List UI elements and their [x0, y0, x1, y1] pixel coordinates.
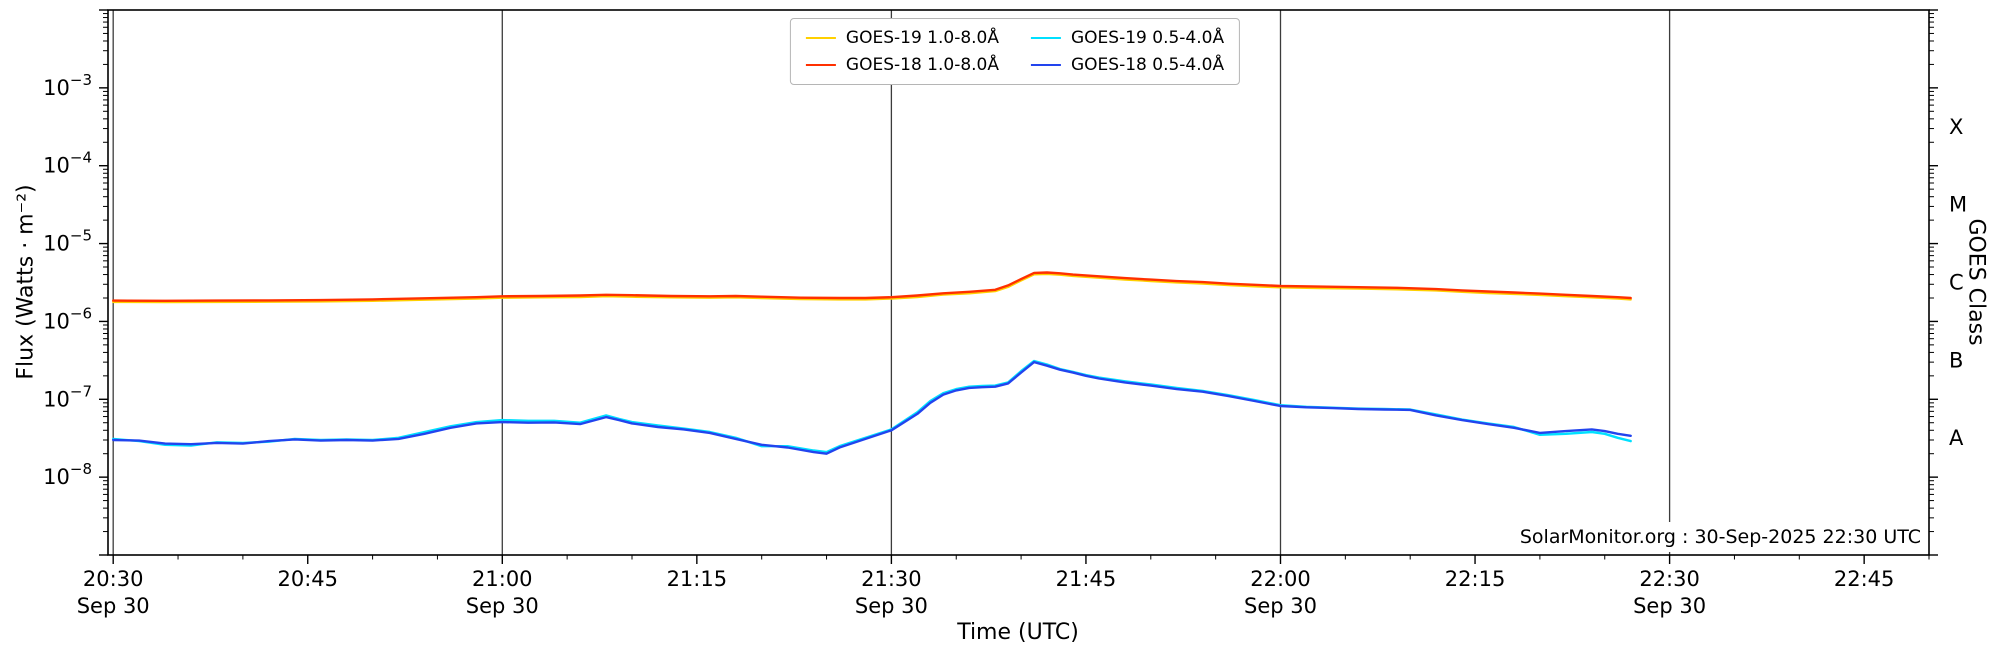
- legend: GOES-19 1.0-8.0Å GOES-18 1.0-8.0Å GOES-19 …: [789, 18, 1241, 85]
- x-tick-label: 21:30: [861, 567, 922, 591]
- legend-label: GOES-19 0.5-4.0Å: [1071, 28, 1225, 48]
- series-line-goes-19-0-5-4-0-: [111, 359, 1632, 454]
- x-date-label: Sep 30: [77, 594, 150, 618]
- legend-item: GOES-19 0.5-4.0Å: [1031, 28, 1224, 48]
- legend-line-swatch: [805, 36, 836, 40]
- x-date-label: Sep 30: [1244, 594, 1317, 618]
- x-tick-label: 22:00: [1250, 567, 1311, 591]
- legend-label: GOES-19 1.0-8.0Å: [845, 28, 999, 48]
- legend-item: GOES-19 1.0-8.0Å: [805, 28, 999, 48]
- goes-class-label-m: M: [1949, 193, 1967, 217]
- watermark-box: [1513, 522, 1927, 552]
- y-tick-label: 10−7: [43, 382, 92, 411]
- legend-line-swatch: [1031, 36, 1061, 40]
- series-line-goes-19-1-0-8-0-: [111, 272, 1632, 304]
- legend-label: GOES-18 0.5-4.0Å: [1071, 55, 1225, 75]
- x-tick-label: 20:30: [83, 567, 144, 591]
- watermark-text: SolarMonitor.org : 30-Sep-2025 22:30 UTC: [1520, 526, 1921, 548]
- x-tick-label: 21:15: [667, 567, 728, 591]
- y-tick-label: 10−8: [43, 460, 92, 489]
- x-tick-label: 22:15: [1445, 567, 1506, 591]
- x-tick-label: 21:00: [472, 567, 533, 591]
- x-tick-label: 22:45: [1834, 567, 1895, 591]
- series-line-goes-18-0-5-4-0-: [111, 360, 1632, 455]
- x-tick-label: 21:45: [1056, 567, 1117, 591]
- y-tick-label: 10−6: [43, 304, 92, 333]
- legend-line-swatch: [805, 63, 836, 67]
- x-tick-label: 20:45: [277, 567, 338, 591]
- x-axis-label: Time (UTC): [957, 620, 1079, 645]
- x-date-label: Sep 30: [1633, 594, 1706, 618]
- series-line-goes-18-1-0-8-0-: [111, 271, 1632, 302]
- y-tick-label: 10−3: [43, 71, 92, 100]
- legend-item: GOES-18 0.5-4.0Å: [1031, 55, 1224, 75]
- goes-class-label-b: B: [1949, 348, 1963, 372]
- goes-class-label-x: X: [1949, 115, 1963, 139]
- right-axis-label: GOES Class: [1963, 218, 1989, 346]
- x-date-label: Sep 30: [466, 594, 539, 618]
- x-tick-label: 22:30: [1639, 567, 1700, 591]
- legend-line-swatch: [1031, 63, 1061, 67]
- plot-border: [107, 9, 1930, 556]
- legend-item: GOES-18 1.0-8.0Å: [805, 55, 999, 75]
- goes-class-label-c: C: [1949, 271, 1964, 295]
- y-tick-label: 10−4: [43, 149, 92, 178]
- x-date-label: Sep 30: [855, 594, 928, 618]
- y-tick-label: 10−5: [43, 227, 92, 256]
- goes-class-label-a: A: [1949, 426, 1964, 450]
- y-axis-label: Flux (Watts · m⁻²): [13, 184, 39, 380]
- legend-label: GOES-18 1.0-8.0Å: [845, 55, 999, 75]
